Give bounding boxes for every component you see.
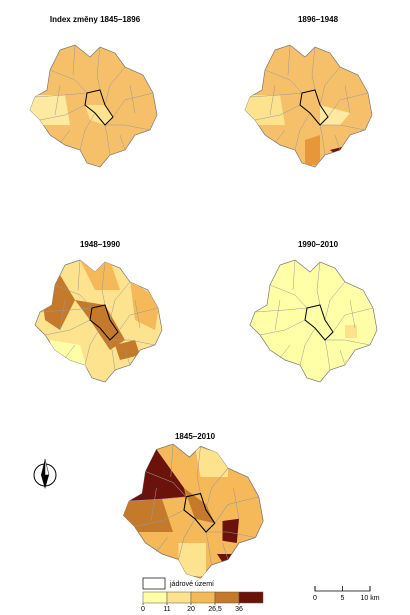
legend-tick-label: 11 [163, 606, 170, 613]
legend-label: jádrové území [169, 581, 214, 588]
legend-tick-label: 26,5 [208, 606, 222, 613]
north-arrow [33, 458, 57, 489]
scale-tick-label: 5 [341, 595, 345, 602]
map [249, 259, 378, 383]
core-swatch [142, 577, 166, 590]
map [29, 44, 158, 168]
legend-swatch [238, 591, 264, 604]
map [34, 259, 163, 383]
legend-tick-label: 0 [141, 606, 145, 613]
legend: jádrové území 0 11 20 26,5 36 [141, 577, 264, 613]
map-title: 1845–2010 [175, 432, 216, 441]
map-title: 1896–1948 [298, 15, 339, 24]
map-title: 1948–1990 [80, 240, 121, 249]
map [244, 44, 373, 168]
scale-bar: 0 5 10 km [313, 586, 380, 602]
legend-swatch [214, 591, 240, 604]
legend-tick-label: 36 [235, 606, 243, 613]
legend-tick-label: 20 [187, 606, 195, 613]
map-title: 1990–2010 [298, 240, 339, 249]
map [122, 443, 264, 579]
map-title: Index změny 1845–1896 [50, 15, 141, 24]
scale-tick-label: 10 km [360, 595, 379, 602]
legend-swatch [142, 591, 168, 604]
scale-tick-label: 0 [313, 595, 317, 602]
legend-swatch [190, 591, 216, 604]
legend-swatch [166, 591, 192, 604]
